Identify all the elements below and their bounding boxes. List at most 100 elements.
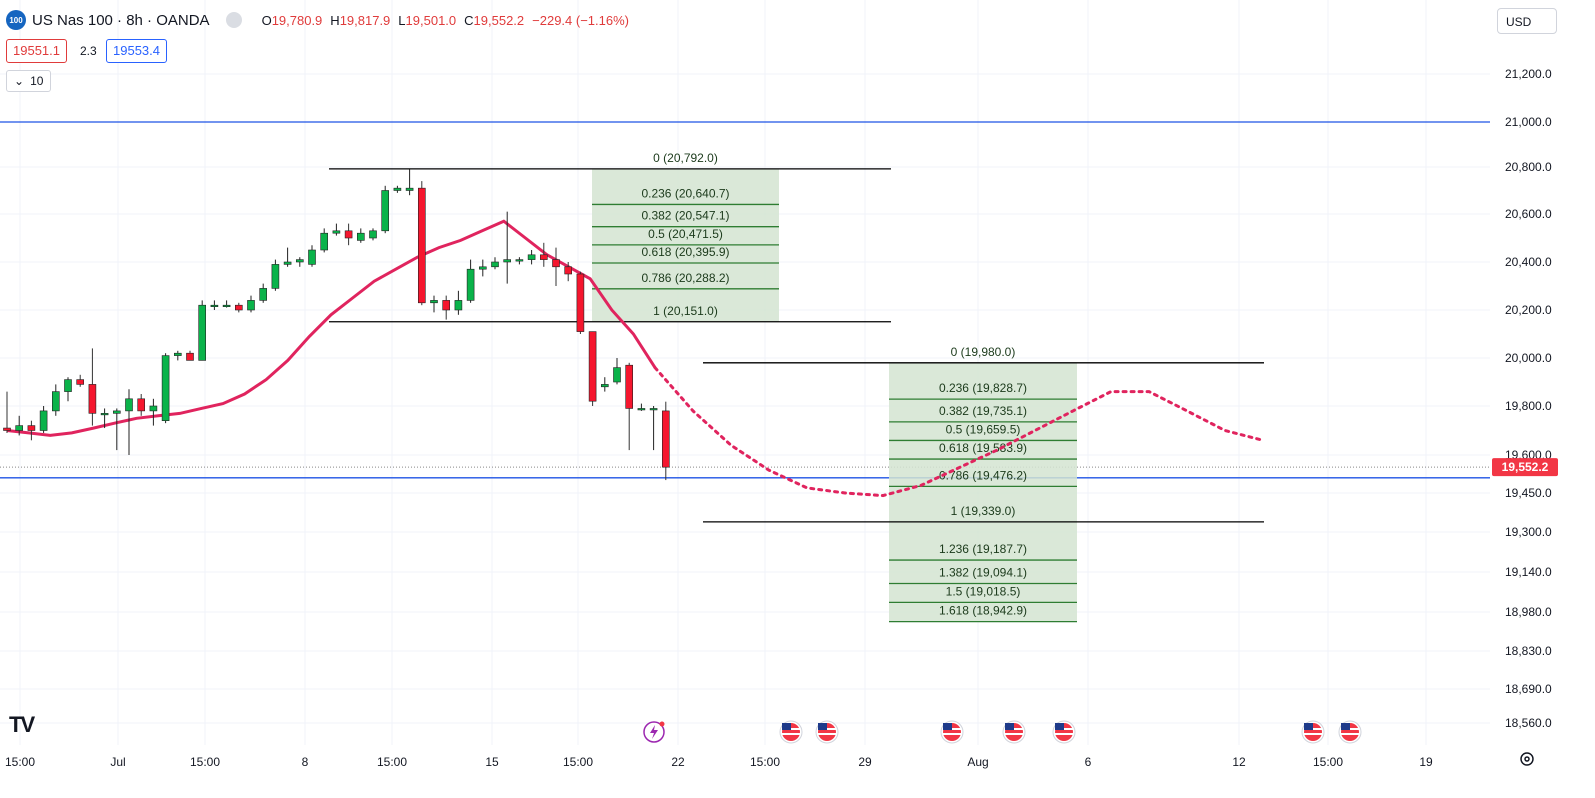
candle-body[interactable] [576,273,585,332]
settings-icon[interactable] [1518,750,1536,768]
candle-body[interactable] [588,331,597,402]
candle-body[interactable] [430,300,438,304]
candle-body[interactable] [174,352,182,356]
time-tick-label: 15:00 [1313,755,1343,769]
candle-body[interactable] [491,261,499,268]
candle-body[interactable] [308,249,316,265]
candle-body[interactable] [478,266,487,270]
candle-body[interactable] [39,410,48,431]
high-value: 19,817.9 [339,12,391,28]
price-tick-label: 19,140.0 [1505,565,1552,579]
candle-body[interactable] [247,300,255,311]
price-tick-label: 20,400.0 [1505,255,1552,269]
us-flag-event-7-icon[interactable] [1338,720,1362,744]
price-tick-label: 19,450.0 [1505,486,1552,500]
candle-body[interactable] [552,259,560,268]
candle-body[interactable] [88,384,97,414]
close-value: 19,552.2 [473,12,525,28]
candle-body[interactable] [625,364,634,409]
us-flag-event-2-icon[interactable] [815,720,839,744]
candle-body[interactable] [113,410,121,414]
price-axis-bg [1490,0,1595,793]
candle-body[interactable] [564,266,573,275]
candle-body[interactable] [27,425,36,431]
candle-body[interactable] [137,398,145,412]
candle-body[interactable] [271,264,280,289]
change-value: −229.4 (−1.16%) [532,12,629,28]
candle-body[interactable] [393,187,402,191]
projection-path[interactable] [653,366,1265,498]
currency-select[interactable]: USD [1497,8,1557,34]
candle-body[interactable] [466,268,475,301]
candle-body[interactable] [649,408,658,411]
fib-level-label: 0.236 (20,640.7) [641,186,729,200]
fib-level-label: 0.382 (20,547.1) [641,209,729,223]
spread-value: 2.3 [80,44,97,58]
candle-body[interactable] [405,187,414,191]
candle-body[interactable] [332,230,341,234]
candle-body[interactable] [600,384,609,388]
candle-body[interactable] [381,190,390,232]
us-flag-event-6-icon[interactable] [1301,720,1325,744]
us-flag-event-4-icon[interactable] [1002,720,1026,744]
candle-body[interactable] [454,300,463,311]
candle-body[interactable] [100,413,109,416]
candle-body[interactable] [295,259,304,263]
candle-body[interactable] [198,304,206,361]
price-tick-label: 18,830.0 [1505,644,1552,658]
candle-body[interactable] [210,304,219,308]
candle-body[interactable] [369,230,377,239]
candle-body[interactable] [15,425,23,431]
candle-body[interactable] [235,304,243,311]
indicator-count: 10 [30,74,44,88]
candle-body[interactable] [222,304,231,308]
moving-average-line[interactable] [6,219,657,437]
candle-body[interactable] [539,254,548,260]
candle-body[interactable] [51,391,60,412]
candle-body[interactable] [503,259,512,263]
candle-body[interactable] [661,410,670,468]
us-flag-event-5-icon[interactable] [1052,720,1076,744]
candle-body[interactable] [356,232,365,241]
candle-body[interactable] [125,398,133,412]
candle-body[interactable] [3,427,11,431]
time-tick-label: 15:00 [5,755,35,769]
time-tick-label: 12 [1232,755,1246,769]
tradingview-logo-icon[interactable]: TV [9,712,35,737]
time-tick-label: 15:00 [190,755,220,769]
symbol-title[interactable]: US Nas 100 · 8h · OANDA [32,11,210,29]
buy-button[interactable]: 19553.4 [106,39,167,63]
candle-body[interactable] [344,230,353,239]
candle-body[interactable] [64,379,72,392]
price-tick-label: 20,200.0 [1505,303,1552,317]
fib-level-label: 0.786 (20,288.2) [641,271,729,285]
candle-body[interactable] [320,232,329,251]
us-flag-event-1-icon[interactable] [779,720,803,744]
candle-body[interactable] [527,254,536,260]
fib-level-label: 0.618 (20,395.9) [641,245,729,259]
candle-body[interactable] [613,367,621,383]
indicators-toggle[interactable]: ⌄ 10 [6,70,52,92]
lightning-event-icon[interactable] [643,721,665,743]
sell-button[interactable]: 19551.1 [6,39,67,63]
candle-body[interactable] [161,355,170,422]
candle-body[interactable] [186,352,194,361]
price-tick-label: 19,300.0 [1505,525,1552,539]
candle-body[interactable] [637,408,646,411]
fib-level-label: 0.618 (19,583.9) [939,441,1027,455]
candle-body[interactable] [76,379,84,385]
candle-body[interactable] [417,187,426,304]
fib-zone[interactable] [889,362,1077,622]
candle-body[interactable] [283,261,292,265]
time-tick-label: 6 [1085,755,1092,769]
candle-body[interactable] [442,300,451,311]
us-flag-event-3-icon[interactable] [940,720,964,744]
price-tick-label: 20,600.0 [1505,207,1552,221]
candle-body[interactable] [515,259,524,262]
candle-body[interactable] [149,405,158,412]
candle-body[interactable] [259,288,268,301]
visibility-icon[interactable] [225,12,242,28]
fib-level-label: 1.618 (18,942.9) [939,604,1027,618]
